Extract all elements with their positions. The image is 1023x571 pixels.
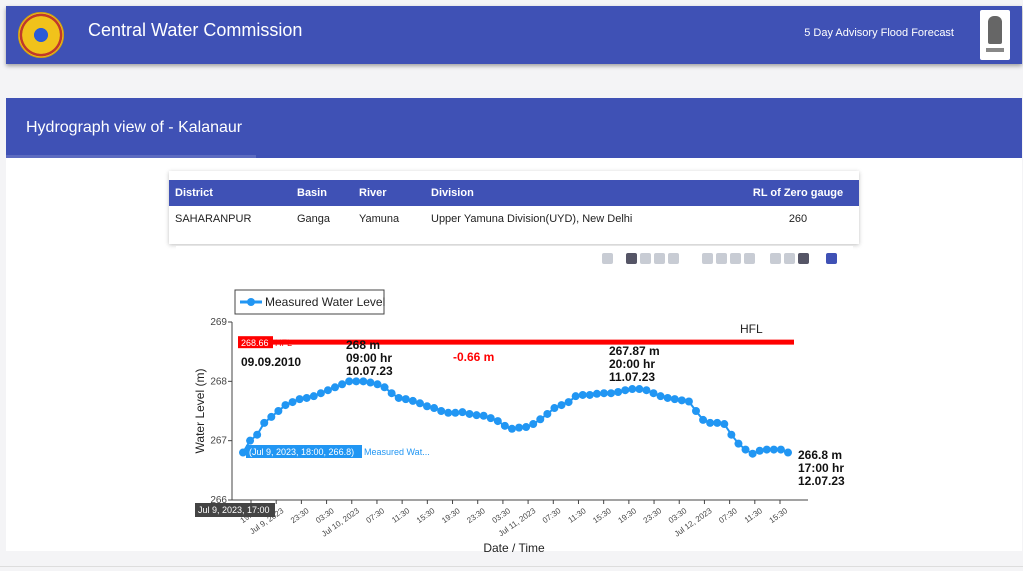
- zoom-out-icon[interactable]: [716, 253, 727, 264]
- advisory-forecast-link[interactable]: 5 Day Advisory Flood Forecast: [804, 27, 954, 39]
- hydrograph-container: [176, 246, 853, 551]
- station-info-table: District Basin River Division RL of Zero…: [169, 180, 859, 232]
- camera-icon[interactable]: [602, 253, 613, 264]
- page-title: Hydrograph view of - Kalanaur: [26, 119, 243, 136]
- page-header-bar: Hydrograph view of - Kalanaur: [6, 98, 1022, 158]
- box-select-icon[interactable]: [654, 253, 665, 264]
- autoscale-icon[interactable]: [730, 253, 741, 264]
- zoom-in-icon[interactable]: [702, 253, 713, 264]
- zoom-icon[interactable]: [626, 253, 637, 264]
- cell-rl-zero-gauge: 260: [788, 213, 808, 225]
- plotly-logo-icon[interactable]: [826, 253, 837, 264]
- cell-basin: Ganga: [297, 213, 331, 225]
- spike-lines-icon[interactable]: [770, 253, 781, 264]
- cwc-logo[interactable]: [18, 12, 64, 58]
- station-info-card: District Basin River Division RL of Zero…: [169, 171, 859, 244]
- col-river: River: [353, 180, 425, 206]
- title-underline: [6, 155, 256, 158]
- cell-district: SAHARANPUR: [175, 213, 252, 225]
- hover-closest-icon[interactable]: [784, 253, 795, 264]
- national-emblem-icon: [980, 10, 1010, 60]
- col-rl-zero-gauge: RL of Zero gauge: [737, 180, 859, 206]
- hover-compare-icon[interactable]: [798, 253, 809, 264]
- cell-river: Yamuna: [359, 213, 400, 225]
- reset-axes-icon[interactable]: [744, 253, 755, 264]
- app-title: Central Water Commission: [88, 20, 303, 40]
- lasso-select-icon[interactable]: [668, 253, 679, 264]
- col-district: District: [169, 180, 291, 206]
- cell-division: Upper Yamuna Division(UYD), New Delhi: [431, 213, 633, 225]
- top-app-bar: Central Water Commission 5 Day Advisory …: [6, 6, 1022, 64]
- col-division: Division: [425, 180, 737, 206]
- pan-icon[interactable]: [640, 253, 651, 264]
- footer-divider: [0, 566, 1023, 567]
- col-basin: Basin: [291, 180, 353, 206]
- chart-modebar: [602, 253, 852, 267]
- table-row: SAHARANPUR Ganga Yamuna Upper Yamuna Div…: [169, 206, 859, 232]
